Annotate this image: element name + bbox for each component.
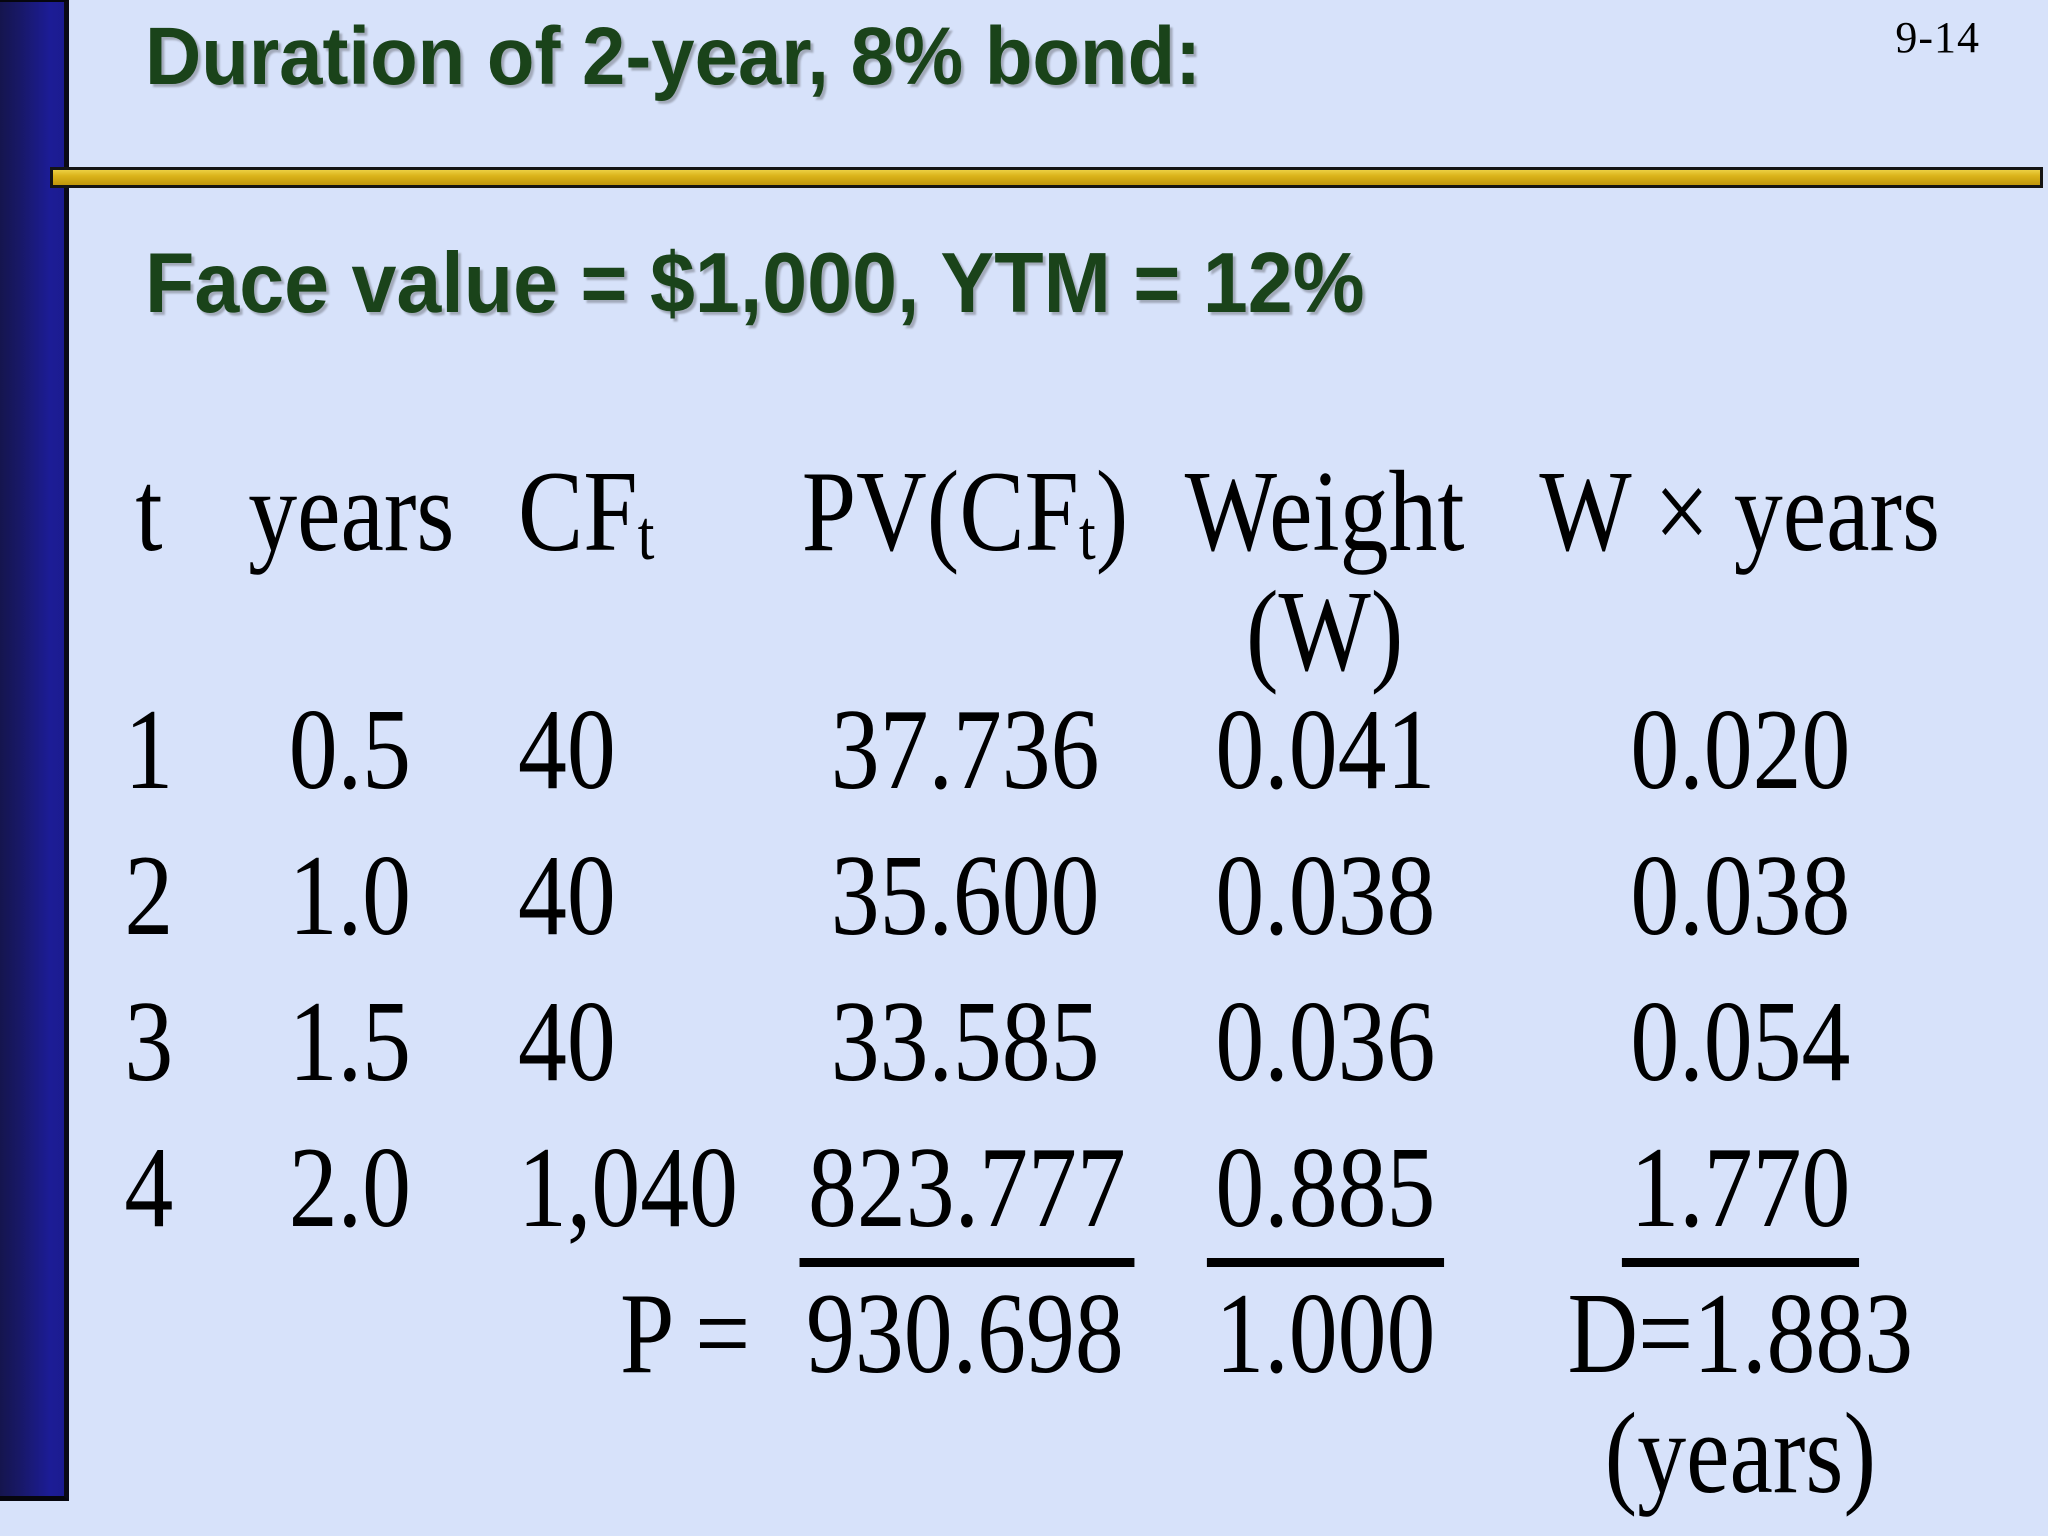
table-row: 1 0.5 40 37.736 0.041 0.020 [68,690,1990,836]
header-pv: PV(CFt) [801,448,1129,575]
table-cell: 0.054 [1630,978,1850,1105]
duration-result-cell: D=1.883 (years) [1567,1270,1913,1517]
duration-table: t years CFt PV(CFt) Weight (W) W × years … [68,452,1990,1513]
table-row: 3 1.5 40 33.585 0.036 0.054 [68,982,1990,1128]
table-cell: 1.770 [1490,1128,1990,1267]
price-total-cell: 930.698 [806,1270,1124,1397]
slide-subtitle: Face value = $1,000, YTM = 12% [145,236,1365,331]
table-cell: 1 [124,686,174,813]
table-cell: 0.038 [1630,832,1850,959]
table-cell: 40 [518,832,616,959]
table-total-row: P = 930.698 1.000 D=1.883 (years) [68,1274,1990,1513]
table-cell: 0.020 [1630,686,1850,813]
table-cell: 0.036 [1215,978,1435,1105]
left-accent-bar [0,0,69,1501]
table-cell: 35.600 [830,832,1100,959]
table-cell: 0.038 [1215,832,1435,959]
divider-rule [50,167,2043,188]
table-cell: 3 [124,978,174,1105]
table-cell: 0.885 [1160,1128,1490,1267]
table-cell: 33.585 [830,978,1100,1105]
header-years: years [248,448,455,575]
header-cf: CFt [518,448,655,575]
header-w-years: W × years [1539,448,1941,575]
table-row: 2 1.0 40 35.600 0.038 0.038 [68,836,1990,982]
price-label-cell: P = [619,1270,750,1397]
table-cell: 823.777 [770,1128,1160,1267]
table-cell: 37.736 [830,686,1100,813]
header-t: t [135,448,163,575]
table-header-row: t years CFt PV(CFt) Weight (W) W × years [68,448,1990,695]
table-cell: 2 [124,832,174,959]
slide-page-number: 9-14 [1895,13,1980,62]
table-cell: 40 [518,978,616,1105]
weight-total-cell: 1.000 [1215,1270,1435,1397]
slide-title: Duration of 2-year, 8% bond: [145,11,1202,102]
table-cell: 0.041 [1215,686,1435,813]
table-cell: 40 [518,686,616,813]
table-cell: 0.5 [288,686,412,813]
table-cell: 1.5 [288,978,412,1105]
table-row: 4 2.0 1,040 823.777 0.885 1.770 [68,1128,1990,1274]
table-cell: 4 [124,1124,174,1251]
table-cell: 1,040 [518,1124,738,1251]
header-weight: Weight (W) [1185,448,1465,695]
table-cell: 1.0 [288,832,412,959]
table-cell: 2.0 [288,1124,412,1251]
